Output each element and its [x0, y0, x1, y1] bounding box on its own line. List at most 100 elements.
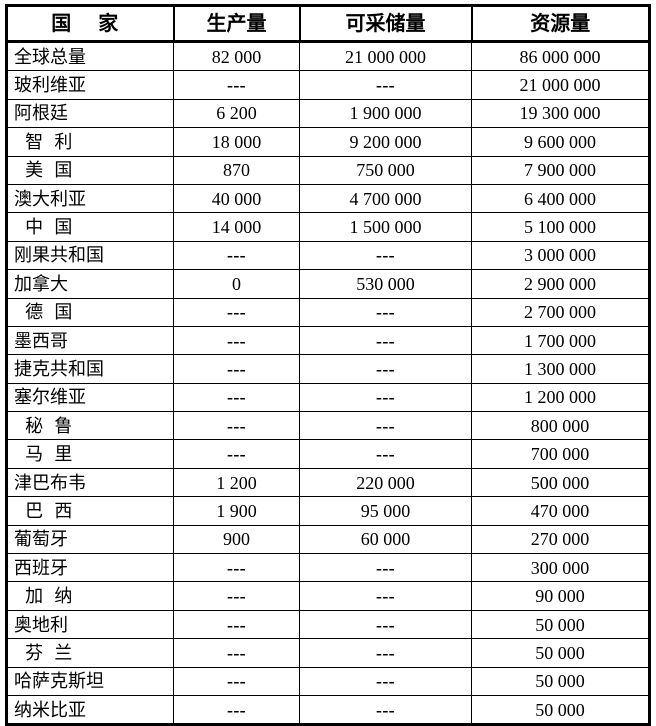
cell-production: ---	[173, 638, 300, 668]
country-name: 葡萄牙	[14, 529, 68, 550]
cell-country: 芬兰	[6, 638, 174, 668]
cell-reserves: ---	[299, 411, 472, 440]
cell-country: 智利	[6, 127, 174, 157]
cell-reserves: 530 000	[299, 269, 472, 299]
cell-resources: 1 700 000	[471, 325, 650, 355]
cell-resources: 19 300 000	[471, 98, 650, 128]
table-body: 全球总量 82 000 21 000 000 86 000 000 玻利维亚 --- ---…	[6, 41, 650, 725]
cell-reserves: ---	[299, 354, 472, 384]
column-header-country: 国 家	[6, 5, 175, 43]
column-header-production: 生产量	[172, 5, 301, 43]
country-name: 中国	[25, 217, 84, 238]
cell-reserves: 1 500 000	[299, 212, 472, 242]
cell-reserves: 750 000	[299, 155, 472, 185]
cell-country: 塞尔维亚	[6, 382, 174, 412]
cell-resources: 5 100 000	[471, 212, 650, 242]
table-row: 塞尔维亚 --- --- 1 200 000	[6, 382, 650, 412]
cell-country: 刚果共和国	[6, 240, 174, 270]
country-name: 全球总量	[14, 46, 86, 67]
cell-resources: 2 700 000	[471, 297, 650, 327]
cell-reserves: 60 000	[299, 524, 472, 554]
cell-reserves: ---	[299, 638, 472, 668]
cell-country: 马里	[6, 439, 174, 469]
country-name: 奥地利	[14, 614, 68, 635]
country-name: 刚果共和国	[14, 245, 104, 266]
cell-production: ---	[173, 581, 300, 611]
country-name: 阿根廷	[14, 103, 68, 124]
cell-reserves: ---	[299, 666, 472, 696]
cell-country: 秘鲁	[6, 411, 174, 440]
cell-country: 加拿大	[6, 269, 174, 299]
cell-reserves: 4 700 000	[299, 183, 472, 213]
cell-reserves: ---	[299, 553, 472, 582]
cell-production: ---	[173, 70, 300, 100]
cell-country: 捷克共和国	[6, 354, 174, 384]
cell-reserves: ---	[299, 325, 472, 355]
cell-country: 葡萄牙	[6, 524, 174, 554]
country-name: 西班牙	[14, 557, 68, 578]
cell-resources: 470 000	[471, 496, 650, 526]
column-header-reserves: 可采储量	[298, 5, 473, 43]
table-row: 马里 --- --- 700 000	[6, 439, 650, 469]
table-row: 津巴布韦 1 200 220 000 500 000	[6, 467, 650, 497]
table-row: 美国 870 750 000 7 900 000	[6, 155, 650, 185]
country-name: 澳大利亚	[14, 188, 86, 209]
cell-country: 加纳	[6, 581, 174, 611]
table-row: 墨西哥 --- --- 1 700 000	[6, 325, 650, 355]
table-row: 秘鲁 --- --- 800 000	[6, 411, 650, 440]
country-name: 加纳	[25, 586, 84, 607]
cell-resources: 800 000	[471, 411, 650, 440]
cell-production: 1 200	[173, 467, 300, 497]
cell-resources: 50 000	[471, 694, 650, 725]
cell-production: 870	[173, 155, 300, 185]
cell-reserves: 9 200 000	[299, 127, 472, 157]
cell-country: 阿根廷	[6, 98, 174, 128]
cell-reserves: 220 000	[299, 467, 472, 497]
cell-production: ---	[173, 694, 300, 725]
table-header-row: 国 家 生产量 可采储量 资源量	[6, 5, 650, 43]
country-name: 墨西哥	[14, 330, 68, 351]
country-name: 玻利维亚	[14, 75, 86, 96]
resource-table-container: 国 家 生产量 可采储量 资源量 全球总量 82 000 21 000 000 86 …	[5, 4, 651, 726]
cell-resources: 7 900 000	[471, 155, 650, 185]
country-name: 纳米比亚	[14, 699, 86, 720]
cell-production: 14 000	[173, 212, 300, 242]
cell-production: ---	[173, 325, 300, 355]
cell-production: ---	[173, 553, 300, 582]
cell-country: 奥地利	[6, 609, 174, 639]
cell-production: 82 000	[173, 41, 300, 71]
cell-production: ---	[173, 354, 300, 384]
table-row: 智利 18 000 9 200 000 9 600 000	[6, 127, 650, 157]
cell-resources: 270 000	[471, 524, 650, 554]
table-row: 巴西 1 900 95 000 470 000	[6, 496, 650, 526]
table-row: 玻利维亚 --- --- 21 000 000	[6, 70, 650, 100]
cell-resources: 1 200 000	[471, 382, 650, 412]
country-name: 美国	[25, 160, 84, 181]
cell-resources: 700 000	[471, 439, 650, 469]
cell-country: 纳米比亚	[6, 694, 174, 725]
cell-production: ---	[173, 609, 300, 639]
cell-country: 巴西	[6, 496, 174, 526]
cell-country: 德国	[6, 297, 174, 327]
country-name: 巴西	[25, 500, 84, 521]
country-name: 秘鲁	[25, 415, 84, 436]
cell-reserves: ---	[299, 581, 472, 611]
cell-production: ---	[173, 297, 300, 327]
cell-country: 津巴布韦	[6, 467, 174, 497]
table-row: 哈萨克斯坦 --- --- 50 000	[6, 666, 650, 696]
table-row: 阿根廷 6 200 1 900 000 19 300 000	[6, 98, 650, 128]
cell-country: 澳大利亚	[6, 183, 174, 213]
cell-reserves: 95 000	[299, 496, 472, 526]
cell-reserves: ---	[299, 297, 472, 327]
cell-resources: 1 300 000	[471, 354, 650, 384]
table-row: 澳大利亚 40 000 4 700 000 6 400 000	[6, 183, 650, 213]
cell-reserves: ---	[299, 439, 472, 469]
cell-reserves: ---	[299, 382, 472, 412]
cell-resources: 3 000 000	[471, 240, 650, 270]
cell-resources: 500 000	[471, 467, 650, 497]
cell-resources: 9 600 000	[471, 127, 650, 157]
table-row: 葡萄牙 900 60 000 270 000	[6, 524, 650, 554]
cell-country: 玻利维亚	[6, 70, 174, 100]
country-name: 芬兰	[25, 642, 84, 663]
cell-country: 美国	[6, 155, 174, 185]
